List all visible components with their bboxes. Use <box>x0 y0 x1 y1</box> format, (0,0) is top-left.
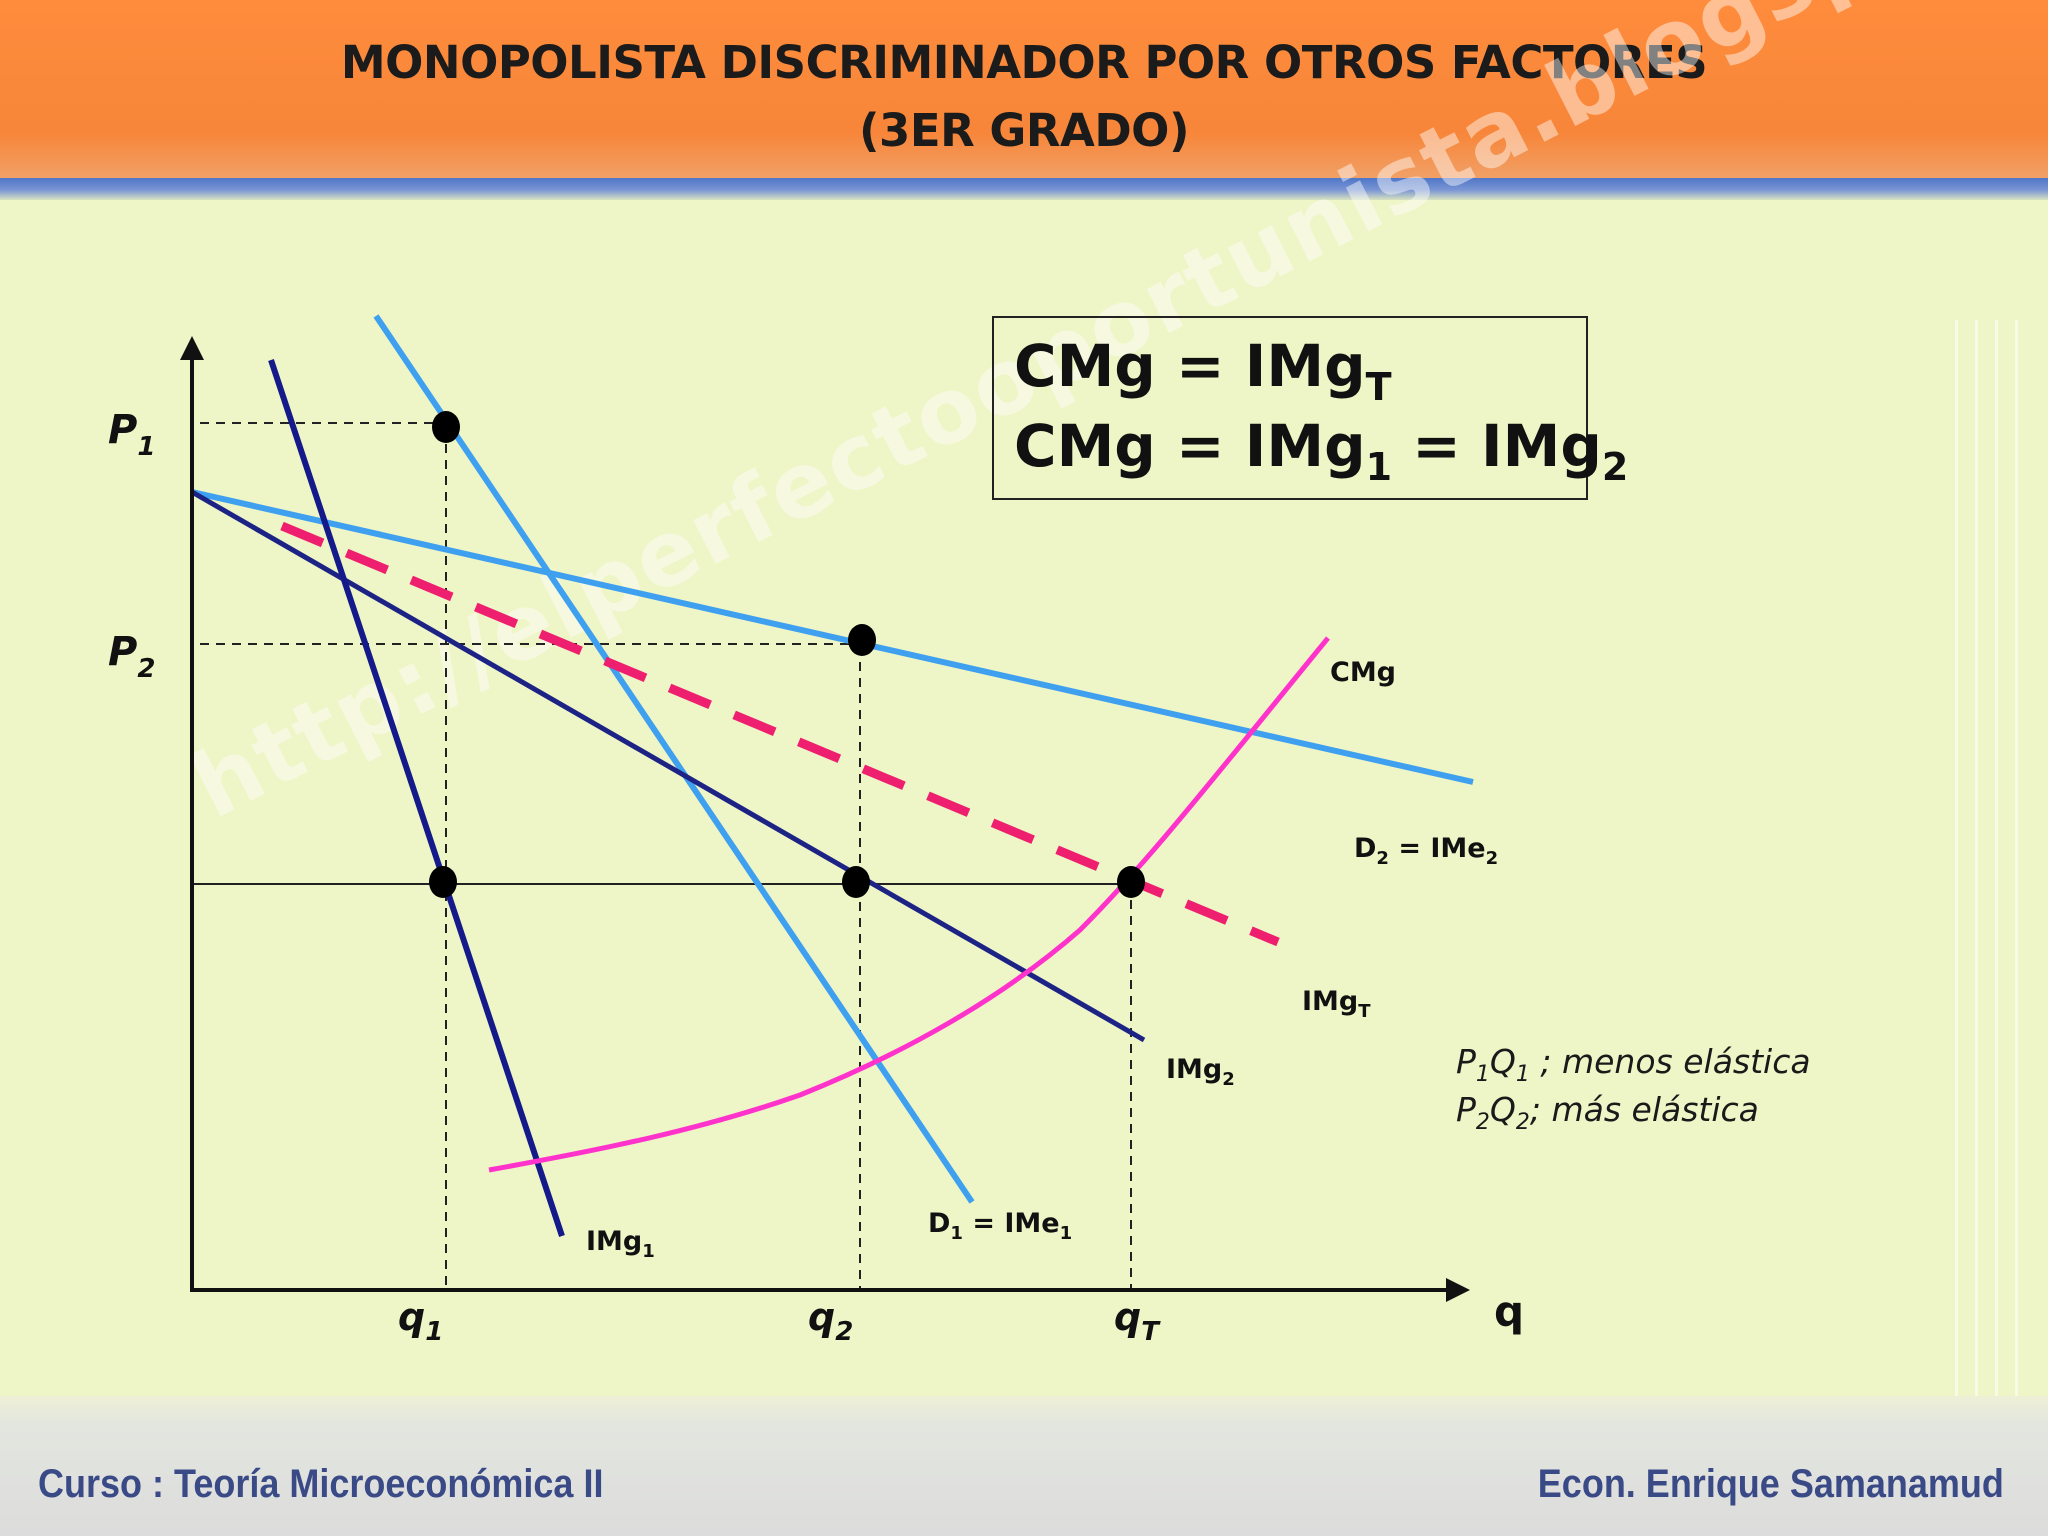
footer-author: Econ. Enrique Samanamud <box>1537 1462 2004 1506</box>
slide-title-line-1: MONOPOLISTA DISCRIMINADOR POR OTROS FACT… <box>340 36 1708 89</box>
guide-lines <box>200 422 1132 1290</box>
decor-stripe <box>1995 320 1998 1400</box>
label-img-2: IMg2 <box>1166 1054 1235 1090</box>
tick-label-p1: P1 <box>108 407 155 462</box>
footer-bar <box>0 1396 2048 1536</box>
label-img-1: IMg1 <box>586 1226 655 1262</box>
decor-stripe <box>2015 320 2018 1400</box>
header-rule <box>0 178 2048 200</box>
equation-line-1: CMg = IMgT <box>1014 332 1392 406</box>
equation-line-2: CMg = IMg1 = IMg2 <box>1014 412 1628 486</box>
point-img2-cmg <box>842 866 870 898</box>
point-imgt-cmg <box>1117 866 1145 898</box>
note-line-2: P2Q2; más elástica <box>1456 1090 1759 1135</box>
tick-label-q2: q2 <box>808 1295 853 1347</box>
label-d1: D1 = IMe1 <box>928 1208 1072 1244</box>
d2-demand-curve <box>191 489 1474 785</box>
point-p2-q2 <box>848 624 876 656</box>
equation-2-subscript-2: 2 <box>1601 445 1629 489</box>
img-1-curve <box>268 359 565 1237</box>
slide-title-line-2: (3ER GRADO) <box>858 104 1190 157</box>
cmg-curve <box>488 636 1330 1173</box>
point-p1-q1 <box>432 411 460 443</box>
equation-1-subscript: T <box>1365 365 1392 409</box>
header-bar <box>0 0 2048 178</box>
equation-2-subscript-1: 1 <box>1365 445 1393 489</box>
footer-course-name: Curso : Teoría Microeconómica II <box>38 1462 604 1506</box>
d1-demand-curve <box>373 314 975 1204</box>
label-img-t: IMgT <box>1302 986 1371 1022</box>
point-img1-cmg <box>429 866 457 898</box>
label-cmg: CMg <box>1330 657 1396 688</box>
equation-1-text: CMg = IMg <box>1014 332 1366 400</box>
decor-stripe <box>1975 320 1978 1400</box>
tick-label-p2: P2 <box>108 629 155 684</box>
elasticity-note: P1Q1 ; menos elástica P2Q2; más elástica <box>1456 1038 1811 1134</box>
equilibrium-condition-box: CMg = IMgT CMg = IMg1 = IMg2 <box>992 316 1628 500</box>
equation-2-part-2: = IMg <box>1392 412 1602 480</box>
decor-stripe <box>1955 320 1958 1400</box>
equilibrium-points <box>429 411 1145 898</box>
img-2-curve <box>190 489 1146 1043</box>
equation-2-part-1: CMg = IMg <box>1014 412 1366 480</box>
tick-label-qt: qT <box>1114 1295 1161 1347</box>
note-line-1: P1Q1 ; menos elástica <box>1456 1042 1811 1087</box>
x-axis-label: q <box>1494 1287 1524 1336</box>
img-t-curve <box>280 521 1280 947</box>
tick-label-q1: q1 <box>398 1295 443 1347</box>
label-d2: D2 = IMe2 <box>1354 833 1498 869</box>
